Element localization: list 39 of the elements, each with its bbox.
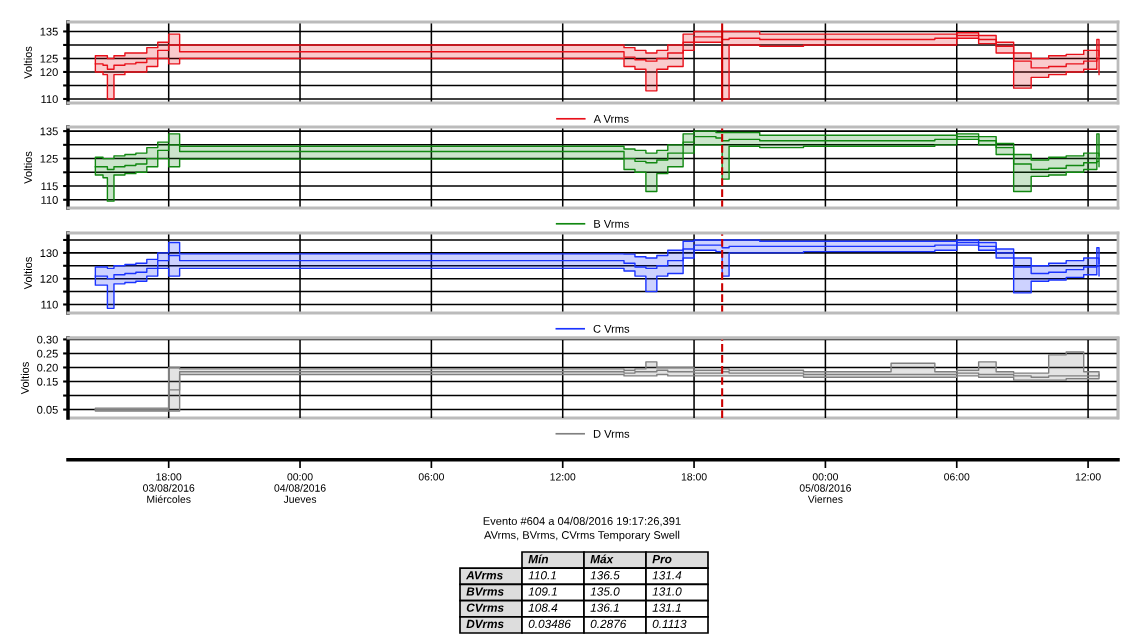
x-tick-label: 00:00 05/08/2016 Viernes <box>799 473 852 503</box>
legend-label: B Vrms <box>594 220 629 228</box>
text: AVrms, BVrms, CVrms Temporary Swell <box>484 530 680 542</box>
text: AVrms 110.1 136.5 131.4 <box>465 571 682 580</box>
legend-label: C Vrms <box>593 324 630 333</box>
y-axis-title: Voltios <box>23 257 32 290</box>
y-tick-label: 110 <box>41 95 58 104</box>
text: Mín Máx Pro <box>528 554 672 564</box>
x-tick-label: 06:00 <box>418 473 444 481</box>
text: BVrms 109.1 135.0 131.0 <box>466 587 682 596</box>
x-tick-label: 00:00 04/08/2016 Jueves <box>274 473 326 503</box>
y-tick-label: 135 <box>40 27 58 36</box>
y-tick-label: 120 <box>40 68 58 77</box>
y-axis-title: Voltios <box>20 362 29 395</box>
y-tick-label: 110 <box>41 196 58 204</box>
y-tick-label: 0.05 <box>37 405 58 414</box>
legend-label: A Vrms <box>593 115 629 123</box>
x-tick-label: 06:00 <box>944 473 970 481</box>
y-tick-label: 0.20 <box>37 363 58 372</box>
x-tick-label: 18:00 03/08/2016 Miércoles <box>143 473 195 503</box>
y-tick-label: 0.15 <box>37 377 58 386</box>
y-tick-label: 0.30 <box>37 335 58 344</box>
y-tick-label: 130 <box>40 249 58 258</box>
legend-label: D Vrms <box>593 430 630 438</box>
text: Evento #604 a 04/08/2016 19:17:26,391 <box>483 516 681 527</box>
text: DVrms 0.03486 0.2876 0.1113 <box>466 619 687 629</box>
x-tick-label: 18:00 <box>681 473 707 481</box>
y-tick-label: 0.25 <box>37 349 58 358</box>
text: CVrms 108.4 136.1 131.1 <box>466 603 681 612</box>
y-tick-label: 110 <box>41 300 58 309</box>
y-tick-label: 135 <box>40 127 58 136</box>
y-tick-label: 115 <box>41 182 58 191</box>
x-tick-label: 12:00 <box>1075 473 1101 481</box>
y-tick-label: 125 <box>40 154 58 163</box>
x-tick-label: 12:00 <box>550 473 576 481</box>
y-axis-title: Voltios <box>23 46 32 79</box>
y-tick-label: 120 <box>40 274 58 283</box>
y-axis-title: Voltios <box>23 151 32 184</box>
y-tick-label: 125 <box>40 54 58 63</box>
